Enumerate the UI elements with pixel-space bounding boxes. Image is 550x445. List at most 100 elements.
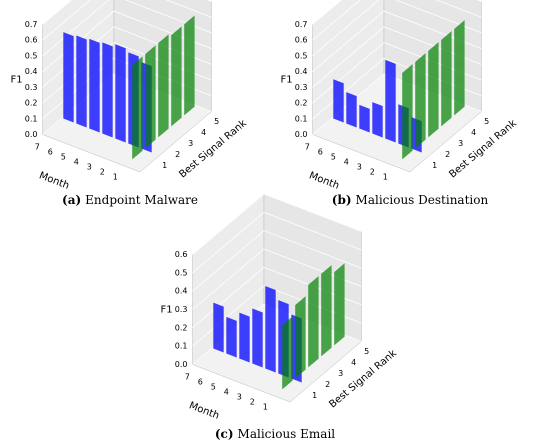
- rank-bar: [428, 42, 439, 138]
- month-tick-label: 7: [35, 142, 40, 151]
- z-tick-label: 0.6: [175, 250, 188, 259]
- grid-line: [312, 0, 482, 57]
- rank-bar: [132, 56, 143, 160]
- z-tick-label: 0.3: [295, 83, 308, 92]
- month-bar: [76, 35, 87, 128]
- rank-bar: [184, 15, 195, 116]
- rank-tick-label: 4: [201, 128, 206, 137]
- month-tick-label: 4: [344, 157, 349, 166]
- rank-tick-label: 5: [484, 117, 489, 126]
- month-bar: [372, 102, 383, 138]
- month-tick-label: 3: [237, 392, 242, 401]
- rank-tick-label: 2: [325, 380, 330, 389]
- month-tick-label: 6: [48, 147, 53, 156]
- month-bar: [252, 308, 263, 368]
- z-tick-label: 0.1: [175, 342, 188, 351]
- z-tick-label: 0.0: [25, 130, 38, 139]
- month-tick-label: 5: [211, 382, 216, 391]
- rank-bar: [282, 316, 293, 390]
- month-bar: [115, 44, 126, 143]
- z-tick-label: 0.4: [175, 287, 188, 296]
- z-tick-label: 0.3: [25, 83, 38, 92]
- caption-label: (a): [62, 193, 81, 207]
- month-tick-label: 5: [61, 152, 66, 161]
- z-axis-title: F1: [10, 75, 22, 86]
- month-tick-label: 1: [383, 172, 388, 181]
- month-bar: [213, 302, 224, 353]
- z-tick-label: 0.0: [175, 360, 188, 369]
- rank-tick-label: 2: [445, 150, 450, 159]
- z-tick-label: 0.4: [25, 67, 38, 76]
- caption: (a) Endpoint Malware: [62, 193, 198, 207]
- rank-bar: [145, 45, 156, 149]
- chart-panel: 0.00.10.20.30.40.50.60.7123456712345Mont…: [280, 0, 519, 207]
- month-tick-label: 2: [100, 167, 105, 176]
- z-tick-label: 0.5: [25, 51, 38, 60]
- x-axis-title: Month: [307, 170, 340, 192]
- rank-bar: [308, 276, 319, 368]
- month-tick-label: 2: [250, 397, 255, 406]
- month-bar: [89, 38, 100, 133]
- month-tick-label: 2: [370, 167, 375, 176]
- rank-tick-label: 1: [162, 161, 167, 170]
- rank-tick-label: 3: [338, 369, 343, 378]
- z-tick-label: 0.6: [25, 36, 38, 45]
- rank-bar: [295, 296, 306, 379]
- month-bar: [333, 79, 344, 123]
- z-tick-label: 0.4: [295, 67, 308, 76]
- grid-line: [312, 0, 482, 25]
- month-tick-label: 1: [263, 402, 268, 411]
- z-tick-label: 0.2: [295, 99, 308, 108]
- rank-bar: [415, 53, 426, 149]
- month-tick-label: 5: [331, 152, 336, 161]
- caption-text: Endpoint Malware: [85, 193, 198, 207]
- rank-tick-label: 1: [432, 161, 437, 170]
- grid-line: [42, 0, 212, 25]
- month-tick-label: 7: [185, 372, 190, 381]
- z-tick-label: 0.5: [295, 51, 308, 60]
- grid-line: [42, 0, 212, 41]
- month-tick-label: 7: [305, 142, 310, 151]
- rank-bar: [158, 34, 169, 138]
- month-bar: [359, 104, 370, 133]
- rank-tick-label: 4: [471, 128, 476, 137]
- x-axis-title: Month: [187, 400, 220, 422]
- month-tick-label: 4: [74, 157, 79, 166]
- z-tick-label: 0.6: [295, 36, 308, 45]
- rank-bar: [441, 31, 452, 127]
- rank-bar: [171, 26, 182, 127]
- rank-tick-label: 1: [312, 391, 317, 400]
- caption-text: Malicious Destination: [356, 193, 489, 207]
- caption-text: Malicious Email: [238, 427, 336, 441]
- z-axis-title: F1: [280, 75, 292, 86]
- rank-bar: [321, 265, 332, 357]
- z-tick-label: 0.5: [175, 268, 188, 277]
- rank-tick-label: 4: [351, 358, 356, 367]
- month-tick-label: 4: [224, 387, 229, 396]
- rank-tick-label: 3: [458, 139, 463, 148]
- caption-label: (b): [332, 193, 352, 207]
- month-tick-label: 3: [87, 162, 92, 171]
- rank-bar: [334, 263, 345, 346]
- chart-panel: 0.00.10.20.30.40.50.60.7123456712345Mont…: [10, 0, 249, 207]
- grid-line: [192, 211, 362, 274]
- month-tick-label: 1: [113, 172, 118, 181]
- month-bar: [346, 92, 357, 128]
- rank-bar: [402, 64, 413, 160]
- z-tick-label: 0.7: [295, 20, 308, 29]
- grid-line: [312, 0, 482, 41]
- rank-tick-label: 2: [175, 150, 180, 159]
- z-tick-label: 0.1: [25, 114, 38, 123]
- month-tick-label: 3: [357, 162, 362, 171]
- z-tick-label: 0.7: [25, 20, 38, 29]
- month-bar: [385, 59, 396, 143]
- rank-tick-label: 3: [188, 139, 193, 148]
- caption-label: (c): [215, 427, 234, 441]
- z-tick-label: 0.2: [175, 323, 188, 332]
- caption: (c) Malicious Email: [215, 427, 335, 441]
- rank-tick-label: 5: [364, 347, 369, 356]
- rank-bar: [454, 20, 465, 116]
- rank-tick-label: 5: [214, 117, 219, 126]
- z-tick-label: 0.2: [25, 99, 38, 108]
